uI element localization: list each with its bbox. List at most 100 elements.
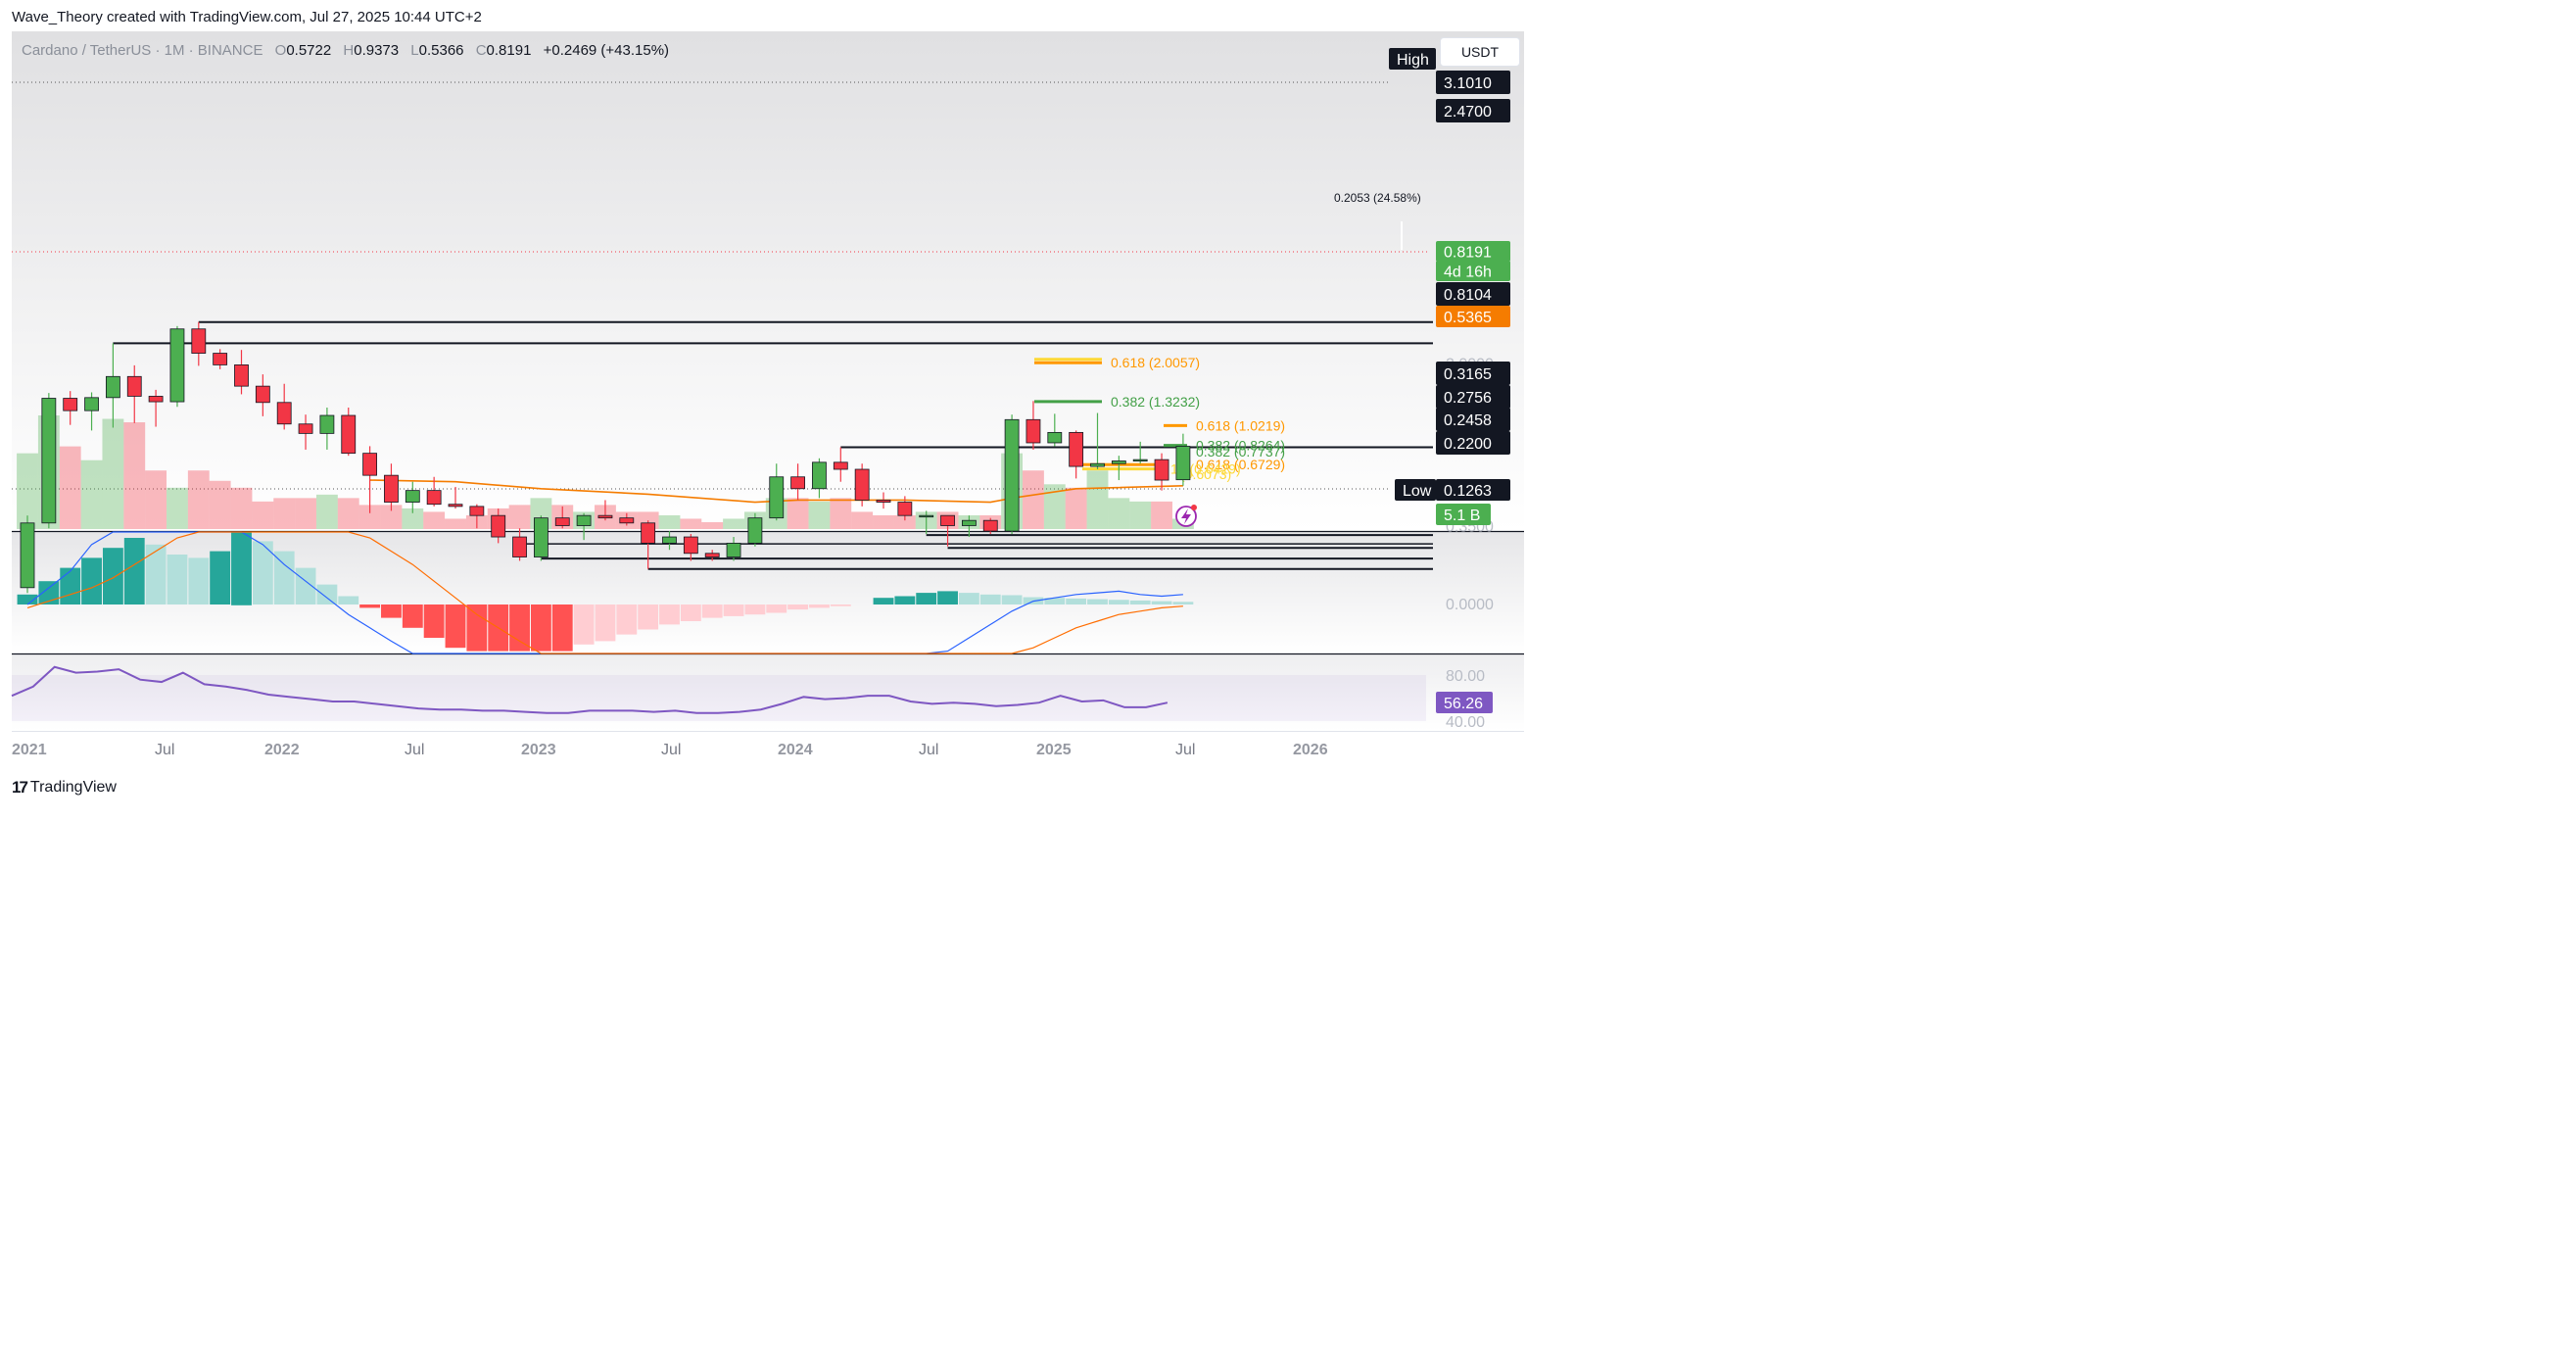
macd-axis-label: 0.0000 [1446, 597, 1494, 613]
volume-bar [380, 505, 403, 529]
candle [341, 408, 357, 457]
time-axis[interactable]: 2021 Jul 2022 Jul 2023 Jul 2024 Jul 2025 Jul 2026 [12, 742, 1328, 758]
candle [747, 512, 763, 547]
volume-bar [17, 453, 38, 529]
svg-text:4d 16h: 4d 16h [1444, 265, 1492, 281]
time-tick: 2023 [521, 742, 556, 758]
macd-histogram-bar [530, 604, 551, 652]
rsi-line [11, 665, 1169, 714]
lightning-icon[interactable] [1175, 505, 1197, 527]
macd-histogram-bar [316, 584, 338, 604]
candle [790, 463, 805, 501]
volume-bar [423, 511, 446, 529]
candle [362, 446, 378, 513]
svg-text:Low: Low [1403, 483, 1432, 500]
svg-text:0.1263: 0.1263 [1444, 483, 1492, 500]
macd-histogram-bar [680, 604, 701, 621]
macd-histogram-bar [701, 604, 723, 618]
volume-bar [893, 514, 916, 529]
fib-label: 0.618 (1.0219) [1196, 417, 1285, 433]
candle [1132, 441, 1148, 464]
candle [20, 515, 35, 594]
candle [962, 515, 977, 538]
candle [1111, 456, 1126, 481]
countdown-badge: 4d 16h [1436, 261, 1510, 281]
volume-bar [808, 501, 831, 529]
candle [255, 374, 270, 416]
tradingview-logo-icon: 17 [12, 778, 28, 797]
candle [63, 391, 78, 425]
price-pane-background [12, 31, 1524, 531]
level-badge-0.2458: 0.2458 [1436, 408, 1510, 431]
candle [897, 496, 913, 521]
candle [919, 510, 934, 535]
author-credit: Wave_Theory created with TradingView.com… [12, 9, 482, 25]
level-badge-0.3165: 0.3165 [1436, 362, 1510, 385]
macd-histogram-bar [167, 555, 188, 604]
candle [234, 350, 249, 395]
macd-histogram-bar [1087, 599, 1108, 604]
macd-histogram-bar [123, 538, 145, 604]
candle [213, 349, 228, 369]
candle [405, 481, 420, 513]
candles [20, 321, 1191, 594]
svg-text:0.8191: 0.8191 [1444, 245, 1492, 262]
macd-histogram-bar [1108, 600, 1129, 604]
macd-histogram-bar [937, 591, 958, 604]
volume-bar [658, 514, 681, 529]
volume-bar [1086, 470, 1109, 529]
candle [854, 463, 870, 507]
macd-histogram-bar [423, 604, 445, 638]
macd-histogram-bar [1001, 595, 1023, 604]
macd-histogram-bar [1151, 601, 1172, 604]
candle [576, 512, 592, 541]
candle [940, 514, 955, 547]
volume-bar [315, 494, 338, 529]
low-value-badge: 0.1263 [1436, 479, 1510, 501]
svg-text:2.4700: 2.4700 [1444, 104, 1492, 121]
macd-histogram-bar [723, 604, 744, 616]
volume-bar [680, 518, 702, 529]
high-label-badge: High [1389, 48, 1436, 70]
macd-histogram-bar [916, 593, 937, 604]
macd-histogram-bar [381, 604, 402, 618]
candle [982, 517, 998, 535]
time-tick: 2024 [778, 742, 813, 758]
candle [84, 392, 99, 431]
svg-text:0.2200: 0.2200 [1444, 436, 1492, 453]
candle [554, 506, 570, 529]
ohlc-legend: Cardano / TetherUS · 1M · BINANCE O0.572… [22, 42, 669, 59]
volume-bar [1129, 501, 1152, 529]
candle [276, 383, 292, 430]
macd-histogram-bar [1129, 600, 1151, 604]
candle [41, 393, 57, 529]
candle [1154, 453, 1169, 491]
svg-text:5.1 B: 5.1 B [1444, 508, 1480, 524]
candle [512, 528, 527, 561]
svg-text:0.5365: 0.5365 [1444, 310, 1492, 326]
candle [469, 504, 485, 529]
candle [704, 550, 720, 561]
currency-button[interactable]: USDT [1440, 37, 1520, 67]
macd-histogram-bar [616, 604, 638, 635]
candle [1175, 433, 1191, 486]
volume-bar [851, 511, 874, 529]
volume-bar [209, 480, 231, 529]
macd-histogram-bar [595, 604, 616, 642]
candle [1047, 413, 1063, 447]
candle [769, 463, 785, 521]
macd-histogram-bar [273, 551, 295, 604]
low-label-badge: Low [1395, 479, 1436, 501]
time-tick: Jul [661, 742, 681, 758]
volume-bar [1065, 487, 1087, 529]
volume-bar [1108, 498, 1130, 529]
brand-name: TradingView [29, 779, 117, 796]
macd-histogram-bar [551, 604, 573, 652]
candle [384, 463, 399, 511]
macd-histogram-bar [445, 604, 466, 649]
candle [619, 512, 635, 526]
macd-histogram-bar [1172, 602, 1194, 604]
macd-histogram-bar [338, 596, 359, 604]
chart-canvas[interactable]: Cardano / TetherUS · 1M · BINANCE O0.572… [0, 0, 1536, 809]
rsi-badge: 56.26 [1436, 692, 1493, 713]
